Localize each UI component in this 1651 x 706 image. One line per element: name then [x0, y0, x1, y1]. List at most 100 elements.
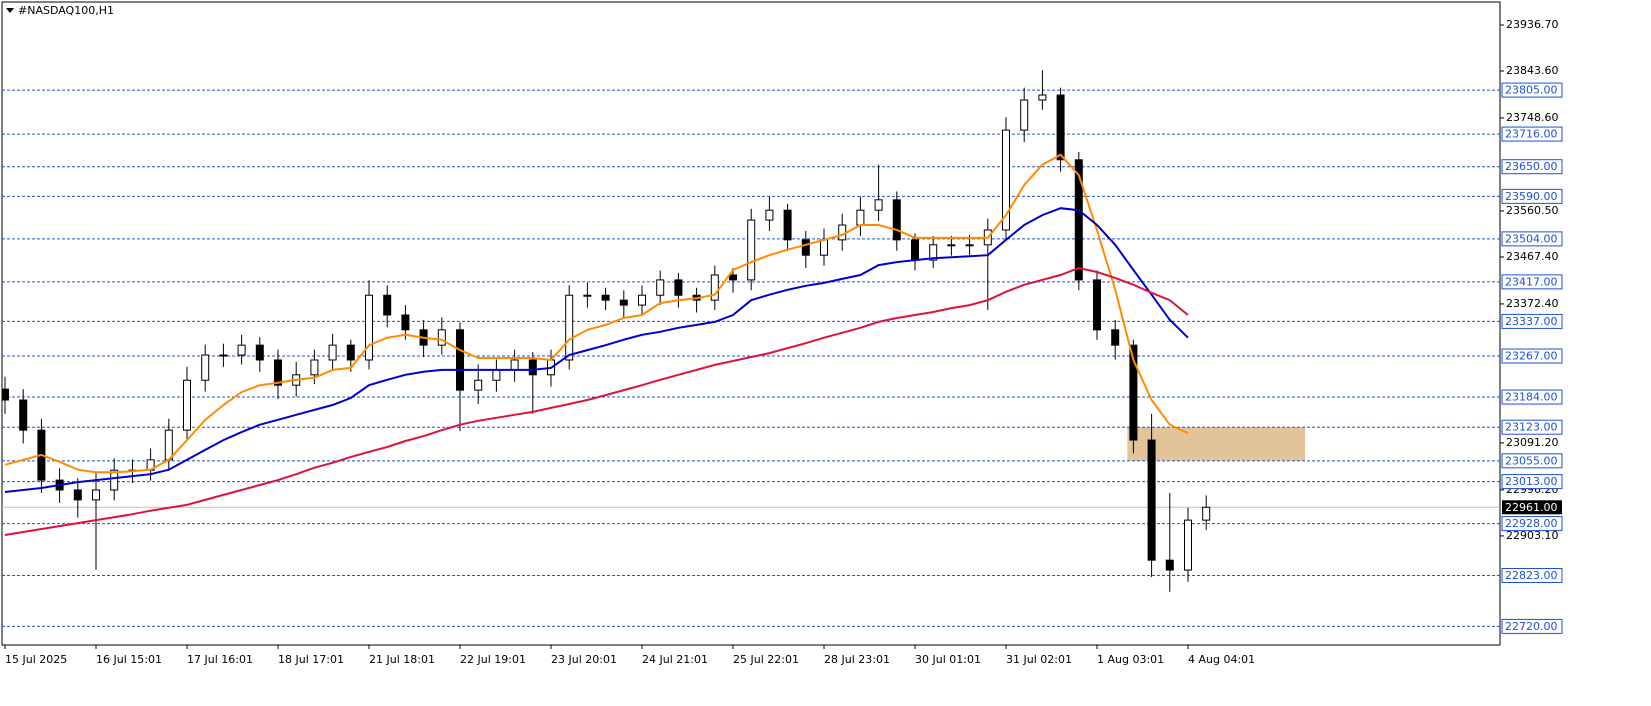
level-label-box	[1501, 567, 1563, 583]
candle-body	[237, 344, 246, 356]
level-label-box	[1501, 82, 1563, 98]
y-tick-label: 22903.10	[1506, 529, 1559, 542]
level-label-box	[1501, 126, 1563, 142]
candle-body	[1056, 94, 1065, 161]
level-label: 23123.00	[1505, 421, 1558, 434]
candle-body	[1129, 344, 1138, 441]
candle-body	[656, 279, 665, 296]
candle-body	[383, 294, 392, 316]
candle-body	[965, 244, 974, 247]
candle-body	[437, 329, 446, 346]
x-tick-label: 23 Jul 20:01	[551, 653, 617, 666]
candle-body	[820, 239, 828, 256]
level-label-box	[1501, 159, 1563, 175]
level-label-box	[1501, 389, 1563, 405]
x-tick-label: 15 Jul 2025	[5, 653, 67, 666]
candle-body	[1202, 506, 1211, 521]
level-label: 22720.00	[1505, 620, 1558, 633]
candle-body	[456, 329, 464, 391]
candle-body	[492, 369, 501, 381]
level-label-box	[1501, 516, 1563, 532]
candle-body	[365, 294, 373, 361]
candle-body	[183, 379, 191, 431]
candle-body	[219, 354, 228, 357]
candle-body	[2, 388, 9, 401]
candle-body	[892, 199, 901, 241]
candle-body	[1147, 439, 1156, 561]
level-label: 23184.00	[1505, 391, 1558, 404]
x-tick-label: 24 Jul 21:01	[642, 653, 708, 666]
candle-body	[328, 344, 337, 361]
level-label-box	[1501, 313, 1563, 329]
level-label-box	[1501, 188, 1563, 204]
x-tick-label: 21 Jul 18:01	[369, 653, 435, 666]
level-label: 23805.00	[1505, 84, 1558, 97]
candle-body	[1184, 519, 1192, 571]
symbol-menu-arrow[interactable]	[6, 8, 14, 13]
candle-body	[201, 354, 210, 381]
x-tick-label: 4 Aug 04:01	[1188, 653, 1255, 666]
candle-body	[310, 359, 319, 376]
candle-body	[474, 379, 483, 391]
candle-body	[729, 274, 737, 281]
candle-body	[346, 344, 355, 361]
candle-body	[1111, 329, 1120, 346]
level-label: 23337.00	[1505, 315, 1558, 328]
level-label-box	[1501, 618, 1563, 634]
moving-average	[4, 266, 1189, 536]
candle-body	[783, 209, 792, 241]
candle-body	[856, 209, 865, 226]
x-tick-label: 22 Jul 19:01	[460, 653, 526, 666]
candle-body	[510, 359, 519, 371]
y-tick-label: 23372.40	[1506, 297, 1559, 310]
current-price-box	[1502, 500, 1562, 515]
candle-body	[73, 489, 82, 501]
candle-body	[929, 244, 938, 261]
candle-body	[947, 244, 956, 247]
y-tick-label: 23748.60	[1506, 111, 1559, 124]
candle-body	[92, 489, 100, 501]
x-tick-label: 1 Aug 03:01	[1097, 653, 1164, 666]
y-tick-label: 23560.50	[1506, 204, 1559, 217]
level-label-box	[1501, 419, 1563, 435]
level-label: 23504.00	[1505, 232, 1558, 245]
chart-title: #NASDAQ100,H1	[18, 4, 114, 17]
candle-body	[801, 239, 810, 256]
candle-body	[1002, 129, 1010, 231]
x-tick-label: 28 Jul 23:01	[824, 653, 890, 666]
candle-body	[565, 294, 574, 361]
level-label-box	[1501, 231, 1563, 247]
candle-body	[874, 199, 883, 211]
x-tick-label: 25 Jul 22:01	[733, 653, 799, 666]
candle-body	[1038, 94, 1047, 101]
moving-average	[4, 153, 1189, 474]
level-label: 23267.00	[1505, 350, 1558, 363]
candle-body	[1074, 159, 1083, 281]
candle-body	[747, 219, 756, 281]
x-tick-label: 16 Jul 15:01	[96, 653, 162, 666]
x-tick-label: 30 Jul 01:01	[915, 653, 981, 666]
plot-area	[2, 70, 1500, 627]
level-label-box	[1501, 474, 1563, 490]
candle-body	[765, 209, 774, 221]
x-tick-label: 18 Jul 17:01	[278, 653, 344, 666]
level-label: 23590.00	[1505, 190, 1558, 203]
candle-body	[110, 469, 119, 491]
candle-body	[401, 314, 410, 331]
candle-body	[164, 429, 173, 461]
candle-body	[1020, 99, 1029, 131]
y-tick-label: 23091.20	[1506, 436, 1559, 449]
candle-body	[601, 294, 610, 301]
plot-frame	[1, 1, 1501, 646]
candle-body	[19, 399, 28, 431]
candle-body	[1093, 279, 1101, 331]
candle-body	[583, 294, 592, 297]
y-tick-label: 23467.40	[1506, 250, 1559, 263]
current-price-label: 22961.00	[1505, 501, 1558, 514]
candle-body	[710, 274, 719, 301]
level-label-box	[1501, 453, 1563, 469]
y-tick-label: 23843.60	[1506, 64, 1559, 77]
candle-body	[274, 359, 282, 386]
level-label-box	[1501, 348, 1563, 364]
